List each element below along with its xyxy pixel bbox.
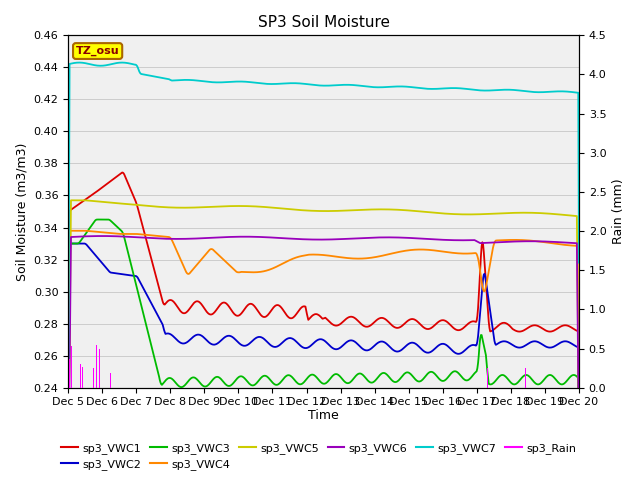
Title: SP3 Soil Moisture: SP3 Soil Moisture	[257, 15, 390, 30]
Y-axis label: Rain (mm): Rain (mm)	[612, 179, 625, 244]
Text: TZ_osu: TZ_osu	[76, 46, 120, 56]
Y-axis label: Soil Moisture (m3/m3): Soil Moisture (m3/m3)	[15, 143, 28, 281]
X-axis label: Time: Time	[308, 409, 339, 422]
Legend: sp3_VWC1, sp3_VWC2, sp3_VWC3, sp3_VWC4, sp3_VWC5, sp3_VWC6, sp3_VWC7, sp3_Rain: sp3_VWC1, sp3_VWC2, sp3_VWC3, sp3_VWC4, …	[57, 438, 581, 474]
